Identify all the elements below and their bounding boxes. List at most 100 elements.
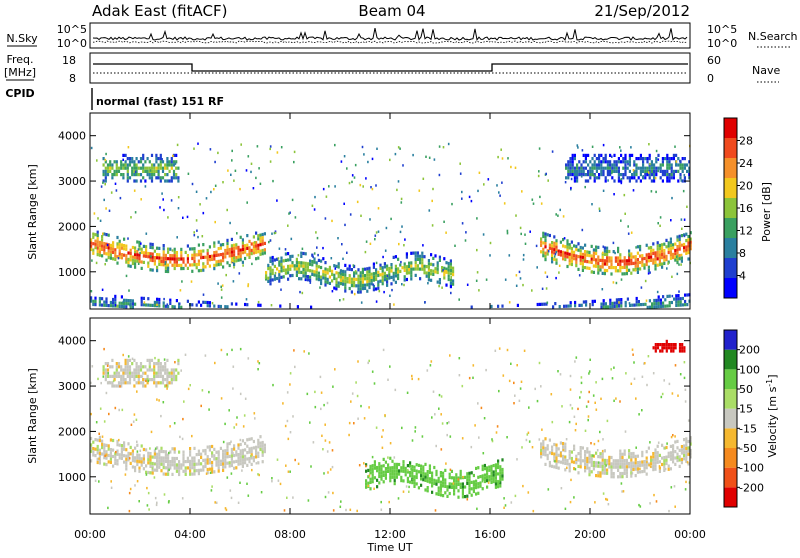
range-gate-cell <box>595 381 597 384</box>
range-gate-cell <box>353 277 356 281</box>
range-gate-cell <box>381 278 384 283</box>
colorbar-swatch <box>724 330 737 350</box>
range-gate-cell <box>551 448 554 452</box>
range-gate-cell <box>466 283 469 286</box>
range-gate-cell <box>282 402 284 405</box>
range-gate-cell <box>160 462 163 466</box>
range-gate-cell <box>544 453 547 457</box>
range-gate-cell <box>470 305 473 309</box>
station-title: Adak East (fitACF) <box>92 2 227 20</box>
range-gate-cell <box>670 346 673 350</box>
range-gate-cell <box>600 397 602 400</box>
range-gate-cell <box>269 145 272 148</box>
range-gate-cell <box>584 266 587 270</box>
range-gate-cell <box>580 169 583 173</box>
range-gate-cell <box>570 240 573 244</box>
range-gate-cell <box>129 461 132 465</box>
range-gate-cell <box>375 231 378 234</box>
range-gate-cell <box>579 245 582 250</box>
range-gate-cell <box>580 175 583 178</box>
range-gate-cell <box>304 252 307 256</box>
range-gate-cell <box>186 215 189 219</box>
range-gate-cell <box>255 448 258 453</box>
range-gate-cell <box>634 258 637 262</box>
range-gate-cell <box>125 244 128 248</box>
range-gate-cell <box>381 282 384 286</box>
range-gate-cell <box>354 163 357 167</box>
range-gate-cell <box>499 478 502 482</box>
range-gate-cell <box>485 368 487 372</box>
range-gate-cell <box>455 473 458 477</box>
range-gate-cell <box>177 371 180 375</box>
range-gate-cell <box>551 150 554 153</box>
range-gate-cell <box>606 269 609 273</box>
range-gate-cell <box>138 260 141 264</box>
range-gate-cell <box>300 261 303 265</box>
colorbar-swatch <box>724 158 737 178</box>
range-gate-cell <box>635 157 638 161</box>
range-gate-cell <box>261 236 264 240</box>
range-gate-cell <box>167 268 169 271</box>
range-gate-cell <box>137 378 140 382</box>
range-gate-cell <box>104 368 107 372</box>
range-gate-cell <box>387 463 390 467</box>
range-gate-cell <box>591 461 593 464</box>
range-gate-cell <box>665 258 668 262</box>
range-gate-cell <box>622 173 625 177</box>
range-gate-cell <box>628 452 631 456</box>
range-gate-cell <box>384 470 387 474</box>
range-gate-cell <box>408 264 411 268</box>
range-gate-cell <box>636 470 639 474</box>
range-gate-cell <box>116 242 119 246</box>
range-gate-cell <box>109 457 112 461</box>
range-gate-cell <box>633 173 636 177</box>
range-gate-cell <box>625 468 628 472</box>
range-gate-cell <box>570 250 573 254</box>
range-gate-cell <box>632 455 635 459</box>
range-gate-cell <box>125 302 128 306</box>
range-gate-cell <box>153 300 156 304</box>
range-gate-cell <box>457 482 460 486</box>
range-gate-cell <box>382 464 385 468</box>
range-gate-cell <box>592 251 595 255</box>
range-gate-cell <box>101 241 104 245</box>
range-gate-cell <box>514 494 517 498</box>
range-gate-cell <box>435 473 438 477</box>
range-gate-cell <box>206 255 209 259</box>
range-gate-cell <box>294 365 296 369</box>
range-gate-cell <box>217 304 220 308</box>
range-gate-cell <box>133 160 136 164</box>
range-gate-cell <box>123 301 126 306</box>
range-gate-cell <box>101 439 104 443</box>
range-gate-cell <box>182 417 184 421</box>
range-gate-cell <box>414 264 417 268</box>
colorbar-frame <box>723 329 738 508</box>
range-gate-cell <box>601 288 604 291</box>
range-gate-cell <box>481 467 484 472</box>
range-gate-cell <box>181 437 184 441</box>
range-gate-cell <box>564 245 567 249</box>
range-gate-cell <box>667 260 670 264</box>
range-gate-cell <box>575 254 578 258</box>
range-gate-cell <box>153 371 156 375</box>
range-gate-cell <box>169 298 172 302</box>
range-gate-cell <box>369 477 372 481</box>
range-gate-cell <box>676 248 679 252</box>
range-gate-cell <box>439 483 442 487</box>
range-gate-cell <box>124 160 127 164</box>
range-gate-cell <box>582 300 585 304</box>
range-gate-cell <box>410 468 412 471</box>
range-gate-cell <box>466 494 469 498</box>
range-gate-cell <box>101 247 104 251</box>
range-gate-cell <box>278 279 281 283</box>
range-gate-cell <box>250 462 253 466</box>
range-gate-cell <box>636 245 639 249</box>
range-gate-cell <box>248 447 251 451</box>
range-gate-cell <box>233 243 236 247</box>
range-gate-cell <box>348 264 351 268</box>
range-gate-cell <box>678 343 682 347</box>
range-gate-cell <box>632 467 635 472</box>
range-gate-cell <box>142 303 145 307</box>
range-gate-cell <box>610 462 613 466</box>
range-gate-cell <box>344 276 347 280</box>
